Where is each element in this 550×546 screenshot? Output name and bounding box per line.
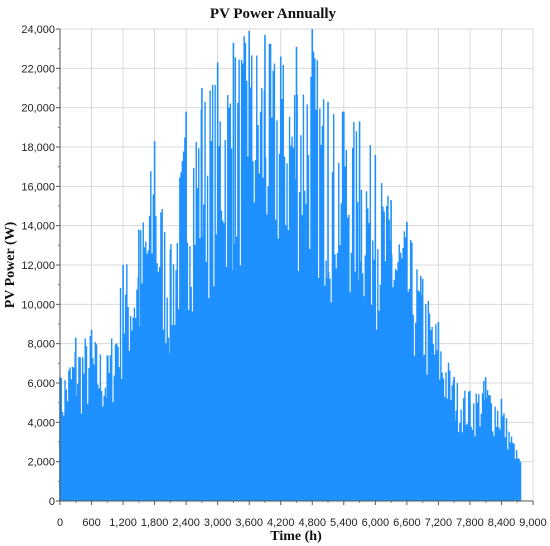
x-tick-label: 4,800 xyxy=(299,517,327,529)
x-tick-label: 5,400 xyxy=(330,517,358,529)
y-tick-label: 24,000 xyxy=(21,24,55,36)
x-tick-label: 3,600 xyxy=(235,517,263,529)
x-tick-label: 600 xyxy=(82,517,100,529)
chart-title: PV Power Annually xyxy=(210,6,337,22)
y-tick-label: 16,000 xyxy=(21,181,55,193)
x-tick-label: 7,800 xyxy=(456,517,484,529)
y-tick-label: 14,000 xyxy=(21,221,55,233)
y-tick-label: 20,000 xyxy=(21,103,55,115)
y-tick-label: 22,000 xyxy=(21,63,55,75)
y-tick-label: 8,000 xyxy=(27,339,55,351)
x-tick-label: 6,600 xyxy=(393,517,421,529)
x-tick-label: 0 xyxy=(57,517,63,529)
y-tick-label: 4,000 xyxy=(27,417,55,429)
x-tick-label: 6,000 xyxy=(362,517,390,529)
y-axis-title: PV Power (W) xyxy=(3,221,18,308)
y-tick-label: 6,000 xyxy=(27,378,55,390)
y-tick-label: 2,000 xyxy=(27,457,55,469)
y-tick-label: 10,000 xyxy=(21,299,55,311)
y-tick-label: 12,000 xyxy=(21,260,55,272)
x-tick-label: 2,400 xyxy=(172,517,200,529)
x-tick-label: 1,800 xyxy=(141,517,169,529)
x-tick-label: 7,200 xyxy=(425,517,453,529)
y-tick-label: 18,000 xyxy=(21,142,55,154)
series-daily-spikes xyxy=(59,36,522,501)
x-tick-label: 3,000 xyxy=(204,517,232,529)
x-tick-label: 4,200 xyxy=(267,517,295,529)
x-axis-title: Time (h) xyxy=(270,529,322,544)
x-tick-label: 8,400 xyxy=(488,517,516,529)
y-tick-label: 0 xyxy=(49,496,55,508)
x-tick-label: 9,000 xyxy=(519,517,547,529)
y-axis-ticks: 0 2,000 4,000 6,000 8,000 10,000 12,000 14,000 1… xyxy=(21,24,60,508)
x-tick-label: 1,200 xyxy=(109,517,137,529)
x-axis-ticks: 0 600 1,200 1,800 2,400 3,000 3,600 4,200 4,800 5… xyxy=(57,501,547,529)
